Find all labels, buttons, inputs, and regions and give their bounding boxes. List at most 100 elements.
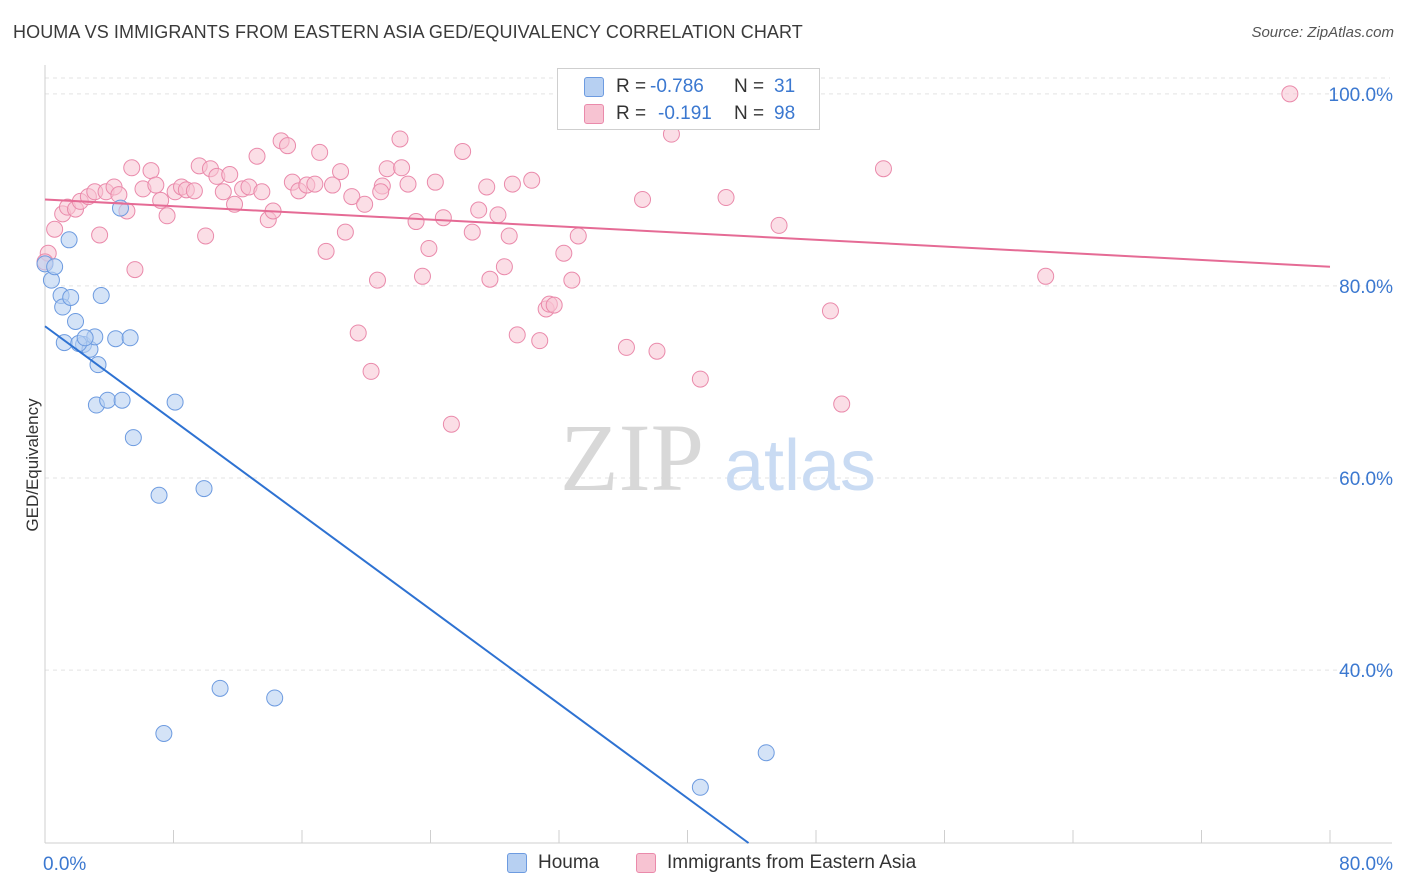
immigrants-point [311,143,329,161]
immigrants-point [531,332,549,350]
y-tick-label: 60.0% [1339,469,1393,490]
houma-point [113,391,131,409]
legend-item-houma[interactable]: Houma [507,852,599,874]
watermark-zip: ZIP [560,404,704,511]
houma-point [211,679,229,697]
stats-row-houma: R = -0.786 N = 31 [584,74,824,100]
houma-point [150,486,168,504]
houma-point [46,258,64,276]
y-tick-label: 100.0% [1329,85,1394,106]
y-axis-label: GED/Equivalency [23,398,42,532]
houma-point [99,391,117,409]
immigrants-point [362,362,380,380]
immigrants-point [356,195,374,213]
immigrants-point [563,271,581,289]
immigrants-point [317,242,335,260]
immigrants-point [821,302,839,320]
immigrants-point [343,188,361,206]
immigrants-point [126,261,144,279]
houma-point [76,329,94,347]
immigrants-point [368,271,386,289]
immigrants-point [454,142,472,160]
houma-point [166,393,184,411]
houma-trend-line [44,325,750,844]
immigrants-point [717,189,735,207]
immigrants-point [158,207,176,225]
immigrants-point [420,239,438,257]
immigrants-point [391,130,409,148]
immigrants-n-value: 98 [774,103,796,124]
houma-r-value: -0.786 [650,76,704,97]
immigrants-point [1281,85,1299,103]
x-tick-label: 80.0% [1339,854,1393,875]
houma-point [691,778,709,796]
trend-lines [44,198,1331,844]
immigrants-point [545,296,563,314]
immigrants-point [142,162,160,180]
immigrants-point [617,338,635,356]
immigrants-point [523,171,541,189]
immigrants-point [197,227,215,245]
houma-point [757,744,775,762]
legend-item-immigrants[interactable]: Immigrants from Eastern Asia [636,852,916,874]
immigrants-point [306,175,324,193]
immigrants-point [434,209,452,227]
houma-point [67,312,85,330]
immigrants-point [442,415,460,433]
chart-title: HOUMA VS IMMIGRANTS FROM EASTERN ASIA GE… [13,22,803,42]
immigrants-point [214,183,232,201]
stats-legend: R = -0.786 N = 31 R = -0.191 N = 98 [557,68,820,130]
immigrants-point [332,163,350,181]
source-note: Source: ZipAtlas.com [1251,24,1394,41]
houma-point [195,480,213,498]
immigrants-trend-line [44,198,1331,268]
bottom-legend: Houma Immigrants from Eastern Asia [0,852,1406,878]
immigrants-point [248,147,266,165]
houma-point [124,429,142,447]
immigrants-r-label: R = [616,103,647,124]
houma-point [155,725,173,743]
immigrants-point [503,175,521,193]
series-houma-points [36,199,775,796]
immigrants-swatch [584,104,604,124]
immigrants-point [336,223,354,241]
immigrants-point [500,227,518,245]
immigrants-point [463,223,481,241]
immigrants-point [399,175,417,193]
houma-point [92,287,110,305]
houma-point [62,288,80,306]
immigrants-point [470,201,488,219]
houma-n-label: N = [734,76,765,97]
immigrants-point [833,395,851,413]
immigrants-r-value: -0.191 [658,103,712,124]
immigrants-point [413,267,431,285]
x-tick-label: 0.0% [43,854,86,875]
immigrants-point [393,159,411,177]
immigrants-point [147,176,165,194]
legend-immigrants-label: Immigrants from Eastern Asia [667,852,917,873]
immigrants-point [221,165,239,183]
immigrants-point [555,244,573,262]
immigrants-point [372,183,390,201]
x-tick-labels: 0.0% 80.0% [43,854,1393,875]
immigrants-point [91,226,109,244]
immigrants-point [478,178,496,196]
grid-lines [45,77,1390,671]
houma-r-label: R = [616,76,647,97]
immigrants-point [508,326,526,344]
immigrants-n-label: N = [734,103,765,124]
houma-n-value: 31 [774,76,796,97]
immigrants-point [874,160,892,178]
immigrants-point [426,173,444,191]
immigrants-point [123,159,141,177]
houma-point [121,329,139,347]
immigrants-point [770,216,788,234]
y-tick-label: 80.0% [1339,277,1393,298]
immigrants-point [185,182,203,200]
immigrants-point [378,160,396,178]
houma-swatch [584,77,604,97]
series-immigrants-points [36,85,1299,433]
immigrants-point [46,220,64,238]
immigrants-point [407,213,425,231]
